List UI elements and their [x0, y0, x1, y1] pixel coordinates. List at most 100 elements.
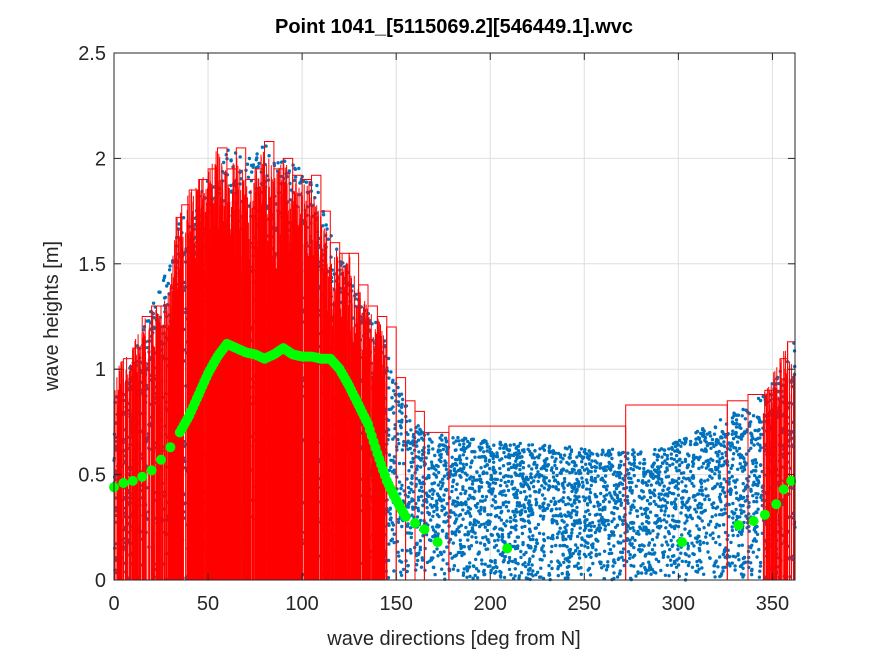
scatter-point: [647, 479, 651, 483]
scatter-point: [561, 484, 565, 488]
scatter-point: [629, 521, 633, 525]
scatter-point: [734, 434, 738, 439]
scatter-point: [712, 432, 717, 436]
scatter-point: [415, 515, 420, 519]
scatter-point: [530, 467, 534, 471]
scatter-point: [485, 442, 489, 446]
scatter-point: [578, 549, 582, 554]
scatter-point: [504, 474, 508, 478]
scatter-point: [587, 528, 591, 532]
scatter-point: [459, 475, 463, 479]
scatter-point: [747, 421, 752, 426]
scatter-point: [573, 482, 577, 486]
scatter-point: [530, 443, 535, 447]
scatter-point: [565, 523, 569, 527]
scatter-point: [437, 470, 441, 475]
scatter-point: [392, 471, 397, 475]
scatter-point: [611, 564, 615, 568]
scatter-point: [742, 460, 747, 464]
scatter-point: [603, 524, 608, 528]
scatter-point: [770, 382, 774, 386]
scatter-point: [409, 428, 413, 432]
scatter-point: [658, 483, 662, 487]
scatter-point: [402, 439, 406, 444]
scatter-point: [677, 468, 681, 473]
scatter-point: [470, 459, 474, 463]
scatter-point: [438, 443, 442, 447]
scatter-point: [557, 530, 561, 534]
scatter-point: [498, 483, 503, 488]
scatter-point: [439, 487, 443, 491]
scatter-point: [441, 481, 445, 485]
scatter-point: [558, 507, 562, 511]
scatter-point: [493, 561, 497, 565]
scatter-point: [676, 493, 681, 497]
scatter-point: [676, 481, 681, 486]
scatter-point: [533, 544, 538, 549]
scatter-point: [518, 472, 523, 476]
scatter-point: [603, 505, 607, 509]
scatter-point: [396, 385, 400, 390]
scatter-point: [455, 482, 459, 486]
scatter-point: [575, 455, 579, 459]
scatter-point: [496, 549, 500, 553]
scatter-point: [749, 432, 754, 436]
scatter-point: [419, 485, 424, 489]
scatter-point: [392, 468, 396, 472]
scatter-point: [717, 523, 722, 528]
scatter-point: [546, 488, 550, 492]
scatter-point: [531, 569, 535, 573]
scatter-point: [480, 494, 485, 499]
scatter-point: [390, 521, 394, 525]
scatter-point: [584, 478, 589, 482]
scatter-point: [486, 513, 490, 517]
scatter-point: [713, 485, 717, 489]
scatter-point: [392, 569, 396, 573]
scatter-point: [678, 463, 682, 467]
scatter-point: [561, 496, 565, 500]
scatter-point: [440, 508, 444, 513]
scatter-point: [727, 476, 732, 481]
scatter-point: [587, 566, 592, 571]
scatter-point: [562, 453, 567, 457]
scatter-point: [612, 544, 616, 548]
scatter-point: [563, 576, 567, 580]
scatter-point: [661, 497, 665, 501]
scatter-point: [647, 568, 651, 572]
scatter-point: [397, 403, 401, 407]
scatter-point: [471, 475, 476, 480]
scatter-point: [607, 542, 611, 546]
scatter-point: [560, 532, 564, 536]
scatter-point: [513, 539, 517, 544]
scatter-point: [714, 559, 718, 563]
scatter-point: [652, 499, 656, 504]
scatter-point: [521, 540, 525, 545]
scatter-point: [256, 165, 260, 169]
scatter-point: [695, 559, 699, 564]
scatter-point: [622, 539, 626, 543]
scatter-point: [627, 476, 631, 480]
scatter-point: [428, 503, 433, 507]
scatter-point: [684, 572, 688, 576]
scatter-point: [588, 573, 593, 577]
scatter-point: [554, 513, 558, 518]
scatter-point: [627, 471, 631, 476]
scatter-point: [529, 503, 533, 507]
scatter-point: [511, 576, 516, 581]
scatter-point: [710, 476, 714, 480]
scatter-point: [430, 466, 434, 470]
scatter-point: [740, 432, 744, 437]
scatter-point: [665, 461, 669, 466]
scatter-point: [458, 443, 462, 447]
scatter-point: [745, 516, 750, 521]
scatter-point: [222, 160, 226, 165]
scatter-point: [473, 455, 477, 459]
scatter-point: [260, 145, 265, 149]
scatter-point: [706, 478, 710, 482]
scatter-point: [431, 535, 435, 539]
scatter-point: [419, 494, 424, 499]
scatter-point: [409, 551, 413, 555]
scatter-point: [537, 475, 541, 479]
scatter-point: [497, 534, 501, 539]
